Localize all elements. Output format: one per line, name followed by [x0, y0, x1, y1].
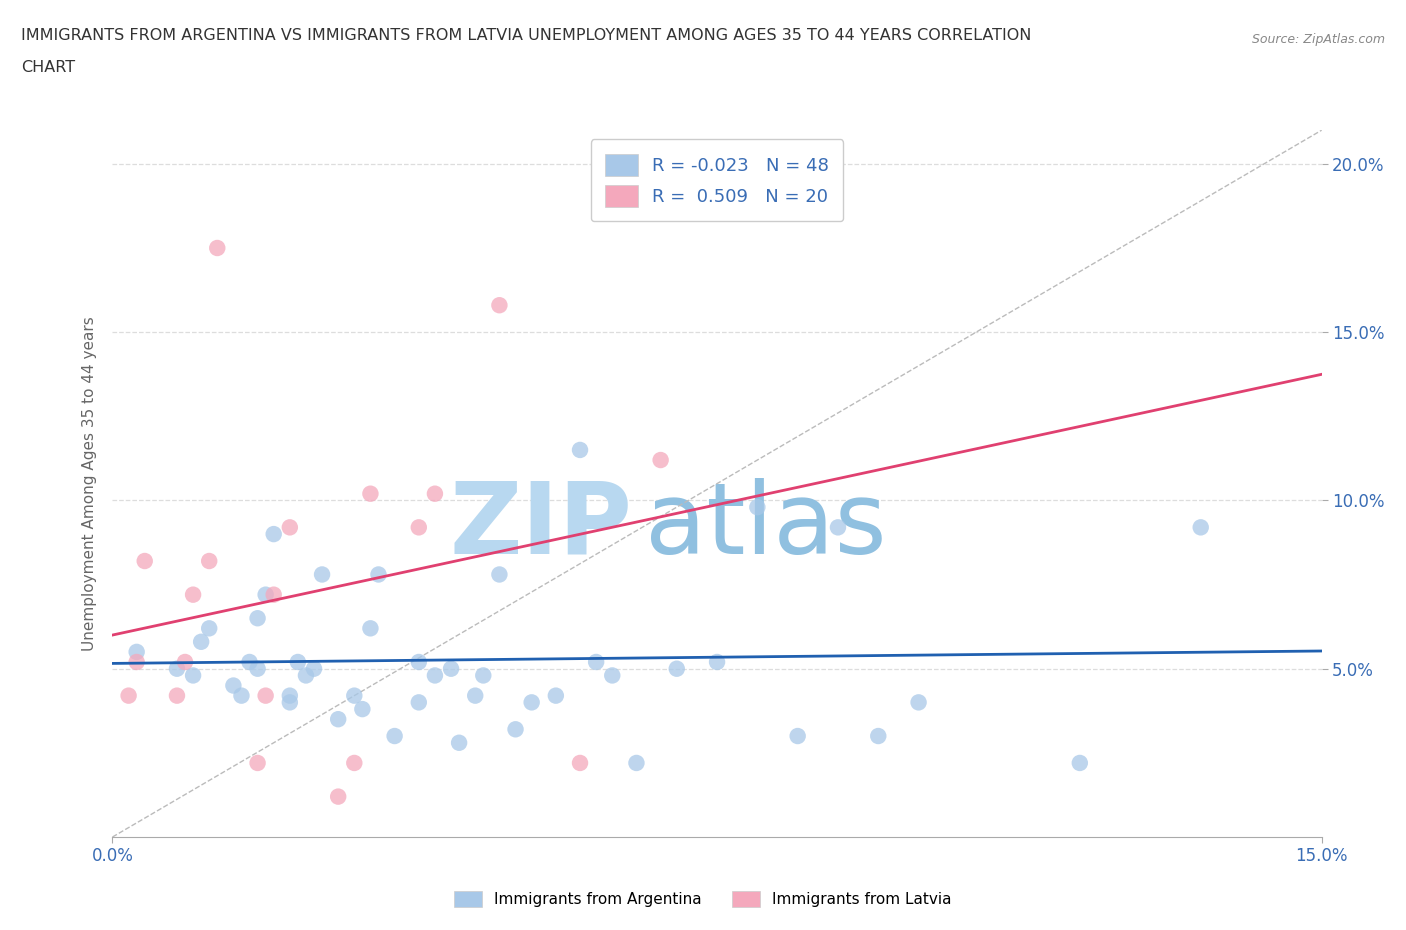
Point [786, 728, 808, 743]
Point [907, 695, 929, 710]
Text: IMMIGRANTS FROM ARGENTINA VS IMMIGRANTS FROM LATVIA UNEMPLOYMENT AMONG AGES 35 T: IMMIGRANTS FROM ARGENTINA VS IMMIGRANTS … [21, 28, 1032, 43]
Point [246, 755, 269, 770]
Point [505, 722, 527, 737]
Point [569, 443, 592, 458]
Point [302, 661, 325, 676]
Text: atlas: atlas [644, 477, 886, 575]
Point [254, 688, 277, 703]
Point [585, 655, 607, 670]
Point [488, 298, 510, 312]
Point [328, 790, 350, 804]
Point [359, 486, 381, 501]
Point [278, 520, 301, 535]
Point [207, 241, 229, 256]
Point [408, 655, 430, 670]
Point [166, 661, 188, 676]
Point [1189, 520, 1212, 535]
Point [181, 668, 204, 683]
Point [488, 567, 510, 582]
Point [181, 587, 204, 602]
Point [190, 634, 212, 649]
Point [449, 736, 471, 751]
Point [343, 755, 366, 770]
Point [827, 520, 849, 535]
Point [263, 587, 285, 602]
Point [231, 688, 253, 703]
Point [278, 695, 301, 710]
Point [222, 678, 245, 693]
Point [408, 695, 430, 710]
Point [263, 526, 285, 541]
Point [328, 711, 350, 726]
Y-axis label: Unemployment Among Ages 35 to 44 years: Unemployment Among Ages 35 to 44 years [82, 316, 97, 651]
Point [440, 661, 463, 676]
Point [665, 661, 688, 676]
Point [125, 644, 148, 659]
Point [117, 688, 139, 703]
Point [343, 688, 366, 703]
Point [246, 661, 269, 676]
Point [367, 567, 389, 582]
Point [287, 655, 309, 670]
Point [246, 611, 269, 626]
Legend: Immigrants from Argentina, Immigrants from Latvia: Immigrants from Argentina, Immigrants fr… [449, 884, 957, 913]
Point [352, 701, 374, 716]
Point [520, 695, 543, 710]
Text: ZIP: ZIP [450, 477, 633, 575]
Point [295, 668, 318, 683]
Point [423, 668, 446, 683]
Point [706, 655, 728, 670]
Point [198, 621, 221, 636]
Point [359, 621, 381, 636]
Point [174, 655, 197, 670]
Legend: R = -0.023   N = 48, R =  0.509   N = 20: R = -0.023 N = 48, R = 0.509 N = 20 [591, 140, 844, 221]
Point [408, 520, 430, 535]
Point [626, 755, 648, 770]
Point [384, 728, 406, 743]
Point [650, 453, 672, 468]
Point [166, 688, 188, 703]
Point [868, 728, 890, 743]
Point [600, 668, 623, 683]
Point [198, 553, 221, 568]
Point [254, 587, 277, 602]
Point [747, 499, 769, 514]
Point [278, 688, 301, 703]
Point [464, 688, 486, 703]
Point [472, 668, 495, 683]
Point [125, 655, 148, 670]
Point [423, 486, 446, 501]
Point [311, 567, 333, 582]
Point [1069, 755, 1091, 770]
Text: CHART: CHART [21, 60, 75, 75]
Point [238, 655, 260, 670]
Point [134, 553, 156, 568]
Point [544, 688, 567, 703]
Point [569, 755, 592, 770]
Text: Source: ZipAtlas.com: Source: ZipAtlas.com [1251, 33, 1385, 46]
